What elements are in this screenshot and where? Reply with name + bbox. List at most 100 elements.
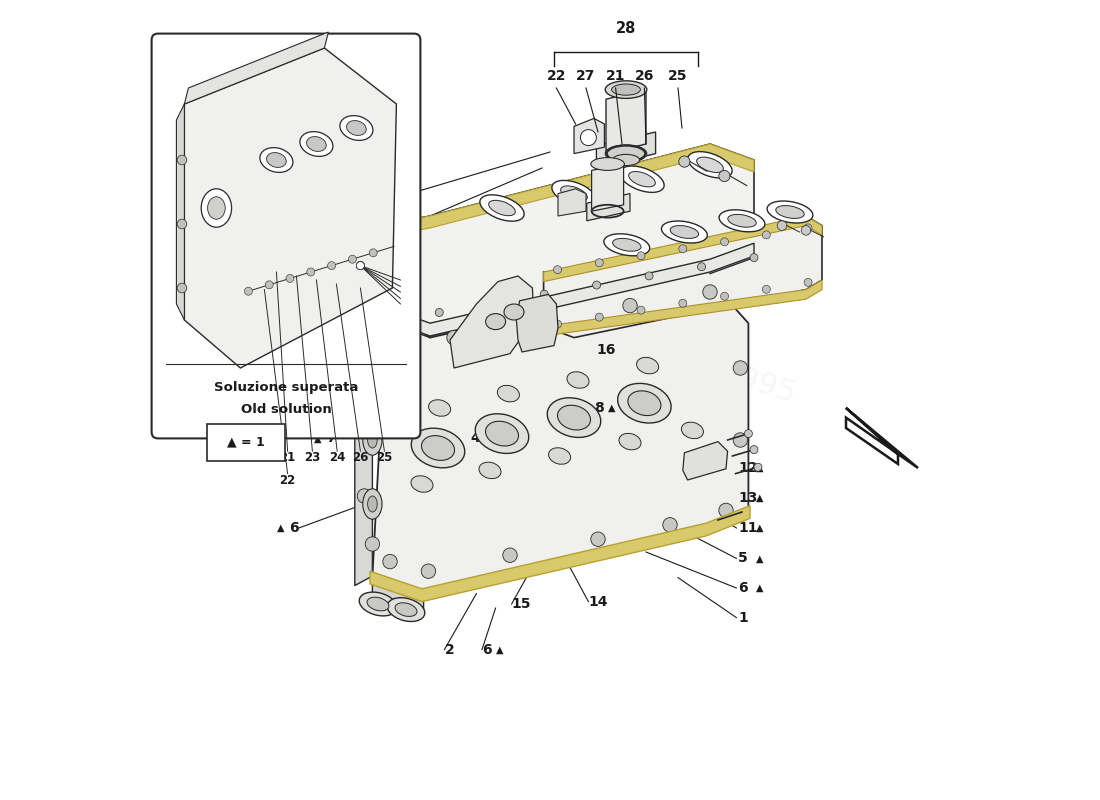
Text: a parts store: a parts store [480,485,620,547]
Circle shape [718,503,734,518]
Text: 10: 10 [383,389,402,403]
Text: 21: 21 [279,451,296,464]
Ellipse shape [266,153,286,167]
Text: 6: 6 [738,581,748,595]
Text: Old solution: Old solution [241,403,331,416]
Text: 19: 19 [383,221,402,235]
Text: 26: 26 [352,451,368,464]
Circle shape [734,361,748,375]
Circle shape [663,518,678,532]
Text: 3: 3 [504,431,514,446]
FancyBboxPatch shape [207,424,285,461]
Ellipse shape [688,152,733,178]
Ellipse shape [619,434,641,450]
Ellipse shape [612,84,640,95]
Text: 16: 16 [596,343,616,358]
Ellipse shape [363,361,382,391]
Ellipse shape [201,189,232,227]
Ellipse shape [548,398,601,438]
Ellipse shape [728,214,756,227]
Circle shape [177,283,187,293]
Polygon shape [606,90,646,154]
Circle shape [750,446,758,454]
Polygon shape [386,243,754,336]
Ellipse shape [367,368,377,384]
Text: ▲: ▲ [381,355,388,365]
Ellipse shape [387,598,425,622]
Polygon shape [543,216,822,282]
FancyBboxPatch shape [152,34,420,438]
Circle shape [265,281,273,289]
Circle shape [637,252,645,260]
Ellipse shape [552,181,596,206]
Circle shape [778,221,786,230]
Circle shape [286,274,294,282]
Circle shape [762,286,770,294]
Circle shape [307,268,315,276]
Ellipse shape [719,210,764,232]
Polygon shape [558,189,586,216]
Circle shape [356,262,364,270]
Circle shape [581,130,596,146]
Circle shape [720,292,728,300]
Text: 6: 6 [482,642,492,657]
Polygon shape [592,164,624,211]
Polygon shape [516,294,558,352]
Ellipse shape [549,448,571,464]
Circle shape [349,255,356,263]
Circle shape [623,298,637,313]
Ellipse shape [421,436,454,460]
Polygon shape [185,32,329,104]
Circle shape [421,564,436,578]
Text: ▲: ▲ [756,554,763,563]
Text: 22: 22 [279,474,296,486]
Polygon shape [543,216,822,338]
Text: ▲: ▲ [277,523,285,533]
Ellipse shape [628,391,661,415]
Circle shape [804,224,812,232]
Circle shape [177,219,187,229]
Ellipse shape [604,234,650,256]
Circle shape [754,463,762,471]
Circle shape [593,281,601,289]
Text: ▲: ▲ [315,434,321,443]
Ellipse shape [346,121,366,135]
Ellipse shape [605,81,647,98]
Ellipse shape [395,602,417,617]
Ellipse shape [260,148,293,172]
Text: 27: 27 [576,69,596,83]
Circle shape [553,266,561,274]
Ellipse shape [629,171,656,187]
Ellipse shape [591,158,625,170]
Circle shape [801,226,811,235]
Polygon shape [373,576,424,611]
Circle shape [762,231,770,239]
Text: 1: 1 [738,610,748,625]
Circle shape [447,330,461,345]
Polygon shape [586,194,630,221]
Circle shape [750,254,758,262]
Text: ▲: ▲ [608,403,615,413]
Text: 24: 24 [329,451,345,464]
Circle shape [745,430,752,438]
Ellipse shape [618,383,671,423]
Text: ▲: ▲ [756,523,763,533]
Circle shape [177,155,187,165]
Text: 9: 9 [393,353,402,367]
Circle shape [365,537,380,551]
Ellipse shape [485,314,506,330]
Text: ▲: ▲ [496,645,504,654]
Circle shape [487,299,496,307]
Text: Soluzione superata: Soluzione superata [213,382,359,394]
Circle shape [383,554,397,569]
Text: 13: 13 [738,490,758,505]
Polygon shape [185,48,396,368]
Ellipse shape [613,154,639,166]
Ellipse shape [475,414,529,454]
Circle shape [637,306,645,314]
Ellipse shape [767,201,813,223]
Text: ▲: ▲ [756,583,763,593]
Circle shape [697,262,705,270]
Ellipse shape [411,428,464,468]
Text: ▲: ▲ [756,493,763,502]
